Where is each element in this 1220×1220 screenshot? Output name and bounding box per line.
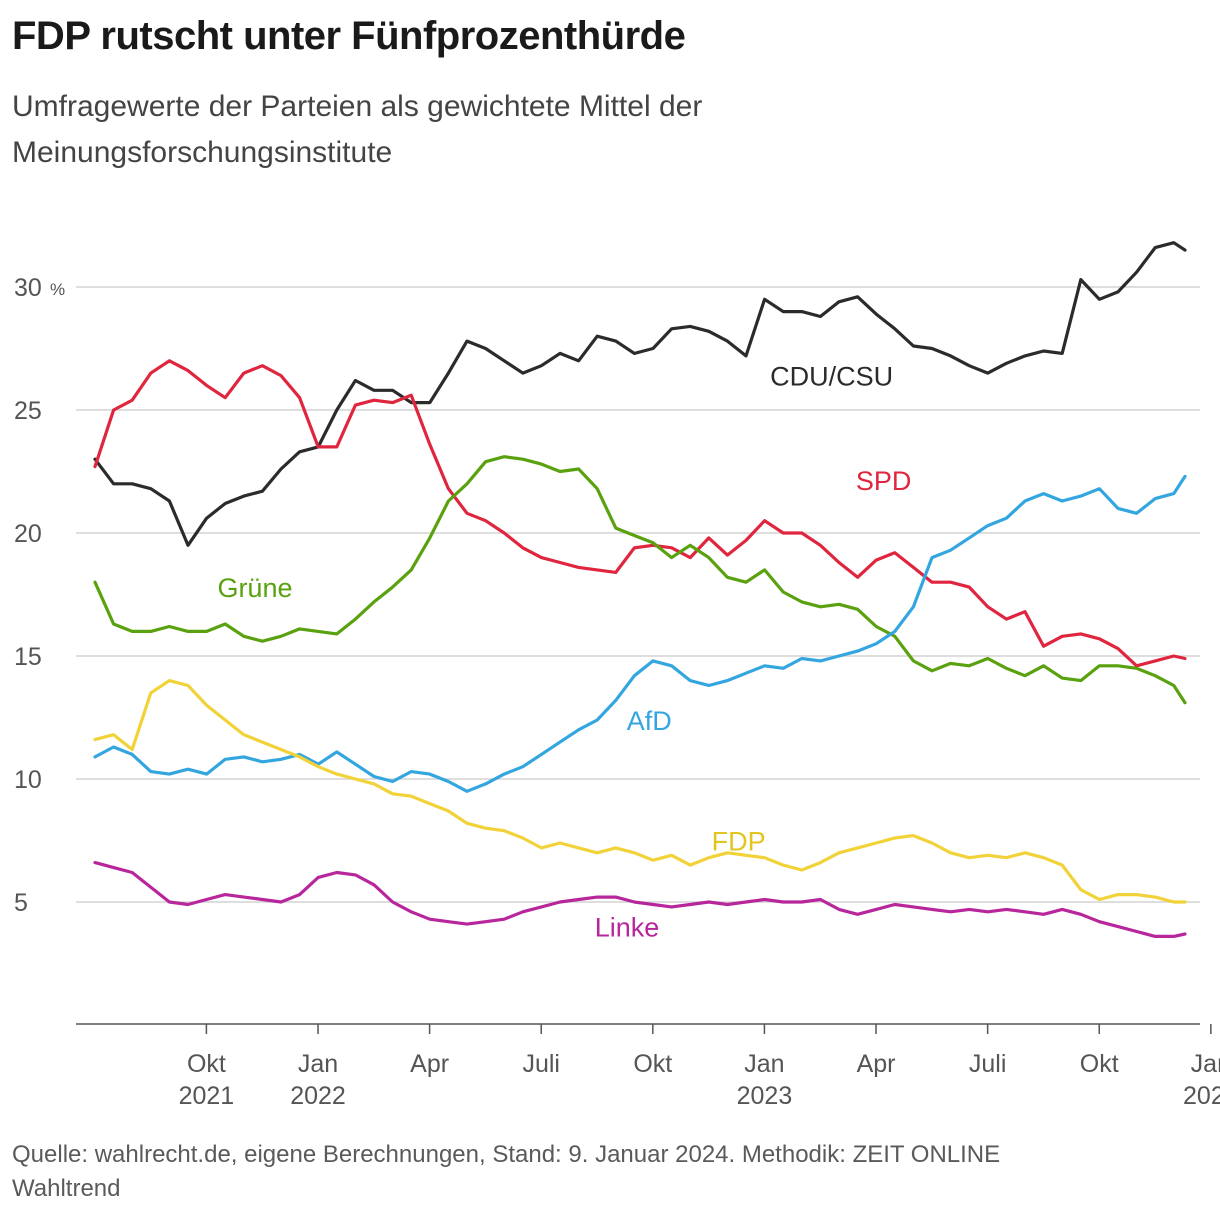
series-line-linke (93, 861, 1187, 938)
x-tick-label: Apr (410, 1050, 449, 1078)
series-label-fdp: FDP (712, 826, 766, 856)
y-tick-label: 20 (14, 520, 42, 548)
x-tick-label: Apr (857, 1050, 896, 1078)
series-line-cdu-csu (93, 241, 1187, 547)
series-label-spd: SPD (856, 466, 912, 496)
x-tick-year: 2022 (290, 1082, 346, 1110)
x-tick-label: Juli (522, 1050, 560, 1078)
y-tick-label: 30 (14, 274, 42, 302)
series-label-afd: AfD (627, 706, 672, 736)
chart-title: FDP rutscht unter Fünfprozenthürde (12, 14, 686, 58)
x-tick-label: Juli (969, 1050, 1007, 1078)
x-tick-label: Okt (187, 1050, 226, 1078)
y-tick-label: 10 (14, 766, 42, 794)
series-label-cdu-csu: CDU/CSU (770, 361, 893, 391)
x-tick-year: 2024 (1183, 1082, 1220, 1110)
series-line-afd (93, 474, 1187, 793)
x-tick-year: 2023 (737, 1082, 793, 1110)
series-line-spd (93, 359, 1187, 668)
chart-subtitle: Umfragewerte der Parteien als gewichtete… (12, 90, 703, 169)
x-tick-label: Okt (633, 1050, 672, 1078)
series-line-fdp (93, 679, 1187, 904)
y-unit-label: % (50, 280, 65, 299)
series-line-gr-ne (93, 455, 1187, 705)
y-tick-label: 15 (14, 643, 42, 671)
x-tick-year: 2021 (179, 1082, 235, 1110)
x-tick-label: Jan (1191, 1050, 1220, 1078)
y-tick-label: 5 (14, 889, 28, 917)
y-tick-label: 25 (14, 397, 42, 425)
series-label-gr-ne: Grüne (217, 573, 292, 603)
x-tick-label: Jan (298, 1050, 338, 1078)
line-chart: 5 10 15 20 25 30 % Okt 2021 Jan 2022 Apr Juli Okt Jan 2… (14, 241, 1220, 1110)
x-tick-label: Okt (1080, 1050, 1119, 1078)
source-note: Quelle: wahlrecht.de, eigene Berechnunge… (12, 1141, 1001, 1202)
x-tick-label: Jan (744, 1050, 784, 1078)
series-label-linke: Linke (595, 912, 660, 942)
